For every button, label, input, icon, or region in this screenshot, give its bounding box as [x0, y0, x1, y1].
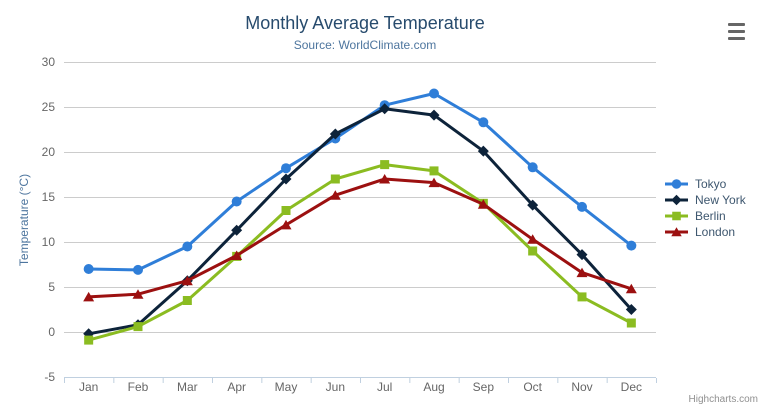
data-point-new-york[interactable]: [231, 224, 243, 236]
hamburger-icon: [727, 23, 745, 40]
highcharts-credit[interactable]: Highcharts.com: [688, 394, 758, 405]
x-axis-tick-label: Jan: [79, 380, 98, 394]
chart-title: Monthly Average Temperature: [245, 13, 485, 33]
legend-marker-diamond-icon: [665, 194, 688, 206]
series-line-london[interactable]: [87, 177, 633, 299]
y-axis-tick-label: 25: [42, 100, 56, 114]
data-point-london[interactable]: [625, 283, 637, 294]
data-point-london[interactable]: [280, 219, 292, 230]
y-axis-tick-label: 20: [42, 145, 56, 159]
y-axis-tick-label: 0: [48, 325, 55, 339]
export-menu-button[interactable]: [724, 21, 748, 43]
data-point-berlin[interactable]: [133, 322, 143, 332]
data-point-london[interactable]: [83, 291, 95, 302]
data-point-tokyo[interactable]: [577, 201, 587, 212]
y-axis-tick-label: 10: [42, 235, 56, 249]
x-axis-tick-label: Feb: [128, 380, 149, 394]
data-point-berlin[interactable]: [380, 160, 390, 170]
series-line-berlin[interactable]: [87, 163, 633, 342]
data-point-tokyo[interactable]: [429, 88, 439, 99]
x-axis-tick-label: Jun: [326, 380, 345, 394]
data-point-berlin[interactable]: [281, 206, 291, 215]
data-point-new-york[interactable]: [625, 304, 637, 315]
legend-marker-circle-icon: [665, 179, 688, 189]
data-point-berlin[interactable]: [577, 292, 587, 302]
data-point-london[interactable]: [477, 199, 489, 209]
data-point-london[interactable]: [576, 267, 588, 278]
data-point-tokyo[interactable]: [231, 196, 242, 207]
x-axis-tick-label: Aug: [423, 380, 444, 394]
y-axis-title: Temperature (°C): [17, 173, 31, 267]
data-point-berlin[interactable]: [626, 318, 636, 328]
legend-item-london[interactable]: London: [664, 224, 746, 240]
data-point-berlin[interactable]: [429, 166, 439, 176]
legend-item-tokyo[interactable]: Tokyo: [664, 176, 746, 192]
data-point-tokyo[interactable]: [527, 162, 538, 173]
y-axis-tick-label: 30: [42, 55, 56, 69]
x-axis-tick-label: Mar: [177, 380, 198, 394]
data-point-tokyo[interactable]: [281, 163, 291, 174]
y-axis-tick-label: 5: [48, 280, 55, 294]
data-point-tokyo[interactable]: [133, 264, 143, 275]
x-axis-tick-label: Apr: [227, 380, 246, 394]
data-point-tokyo[interactable]: [83, 264, 94, 274]
data-point-tokyo[interactable]: [478, 117, 489, 128]
x-axis-tick-label: Jul: [377, 380, 392, 394]
data-point-new-york[interactable]: [477, 145, 489, 157]
legend-marker-triangle-icon: [665, 227, 688, 237]
data-point-berlin[interactable]: [528, 246, 538, 256]
data-point-new-york[interactable]: [527, 199, 539, 211]
data-point-berlin[interactable]: [84, 335, 94, 345]
data-point-tokyo[interactable]: [626, 240, 637, 251]
chart-subtitle: Source: WorldClimate.com: [293, 38, 437, 52]
x-axis-tick-label: Nov: [571, 380, 592, 394]
data-point-london[interactable]: [527, 234, 539, 244]
data-point-london[interactable]: [132, 289, 144, 299]
data-point-new-york[interactable]: [576, 249, 588, 261]
x-axis-tick-label: Dec: [621, 380, 642, 394]
x-axis-tick-label: Oct: [523, 380, 542, 394]
legend-item-new-york[interactable]: New York: [664, 192, 746, 208]
data-point-berlin[interactable]: [182, 296, 192, 305]
data-point-london[interactable]: [379, 174, 391, 184]
data-point-tokyo[interactable]: [182, 241, 193, 252]
series-line-new-york[interactable]: [87, 107, 633, 336]
legend-label: Berlin: [695, 209, 726, 223]
data-point-new-york[interactable]: [280, 173, 292, 185]
data-point-new-york[interactable]: [379, 103, 391, 115]
legend: Tokyo New York Berlin London: [664, 176, 746, 240]
data-point-london[interactable]: [329, 190, 341, 200]
data-point-new-york[interactable]: [428, 109, 440, 121]
legend-label: Tokyo: [695, 177, 727, 191]
legend-item-berlin[interactable]: Berlin: [664, 208, 746, 224]
data-point-berlin[interactable]: [330, 174, 340, 184]
x-axis-tick-label: Sep: [473, 380, 495, 394]
legend-label: New York: [695, 193, 746, 207]
legend-marker-square-icon: [665, 211, 688, 221]
data-point-new-york[interactable]: [329, 128, 341, 140]
legend-label: London: [695, 225, 736, 239]
data-point-london[interactable]: [428, 177, 440, 188]
y-axis-tick-label: 15: [42, 190, 56, 204]
y-axis-tick-label: -5: [44, 370, 55, 384]
data-point-london[interactable]: [231, 250, 243, 261]
data-point-london[interactable]: [181, 275, 193, 286]
x-axis-tick-label: May: [275, 380, 298, 394]
